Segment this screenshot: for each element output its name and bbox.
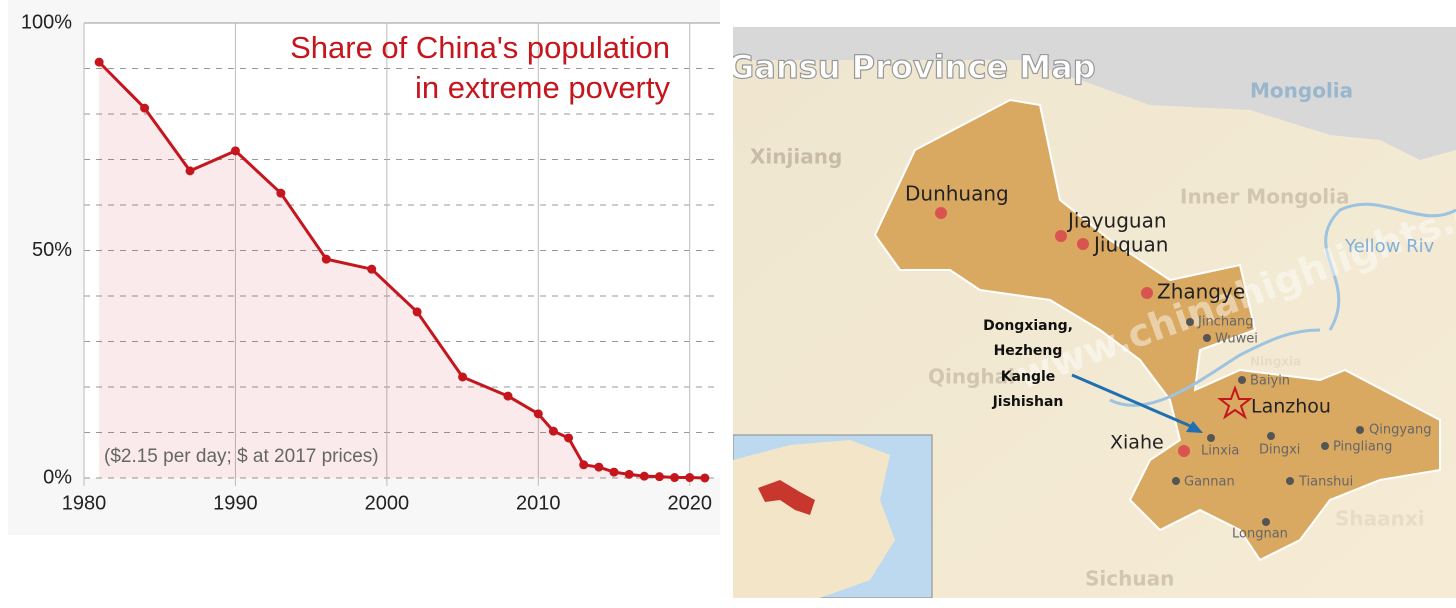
- region-label: Shaanxi: [1335, 507, 1425, 531]
- city-dot: [1262, 518, 1270, 526]
- city-dot: [1077, 238, 1089, 250]
- annotation: Dongxiang, Hezheng Kangle Jishishan: [983, 318, 1073, 410]
- point: [670, 473, 680, 483]
- city-dot: [1178, 445, 1190, 457]
- x-tick-label: 1980: [62, 492, 107, 514]
- chart-note: ($2.15 per day; $ at 2017 prices): [104, 446, 379, 467]
- chart-title: in extreme poverty: [415, 70, 670, 105]
- city-dot: [1286, 477, 1294, 485]
- point: [503, 391, 513, 401]
- point: [685, 473, 695, 483]
- point: [276, 188, 286, 198]
- city-label: Dunhuang: [905, 182, 1009, 206]
- city-label: Wuwei: [1215, 332, 1258, 347]
- x-tick-label: 1990: [213, 492, 258, 514]
- mongolia-area: [733, 27, 1456, 160]
- city-label: Xiahe: [1110, 432, 1164, 454]
- city-label: Zhangye: [1157, 280, 1245, 304]
- capital-star: [1217, 385, 1253, 420]
- city-label: Jinchang: [1197, 315, 1254, 330]
- plot: 0% 50% 100% 1980 1990 2000 2010 2020 Share of Ch…: [21, 11, 720, 514]
- city-dot: [935, 207, 947, 219]
- point: [564, 433, 574, 443]
- city-label: Gannan: [1184, 475, 1235, 490]
- city-dot: [1186, 318, 1194, 326]
- x-tick-label: 2010: [516, 492, 561, 514]
- annotation-line: Kangle: [1001, 369, 1056, 385]
- point: [624, 469, 634, 479]
- city-label: Qingyang: [1369, 423, 1432, 438]
- region-label: Qinghai: [928, 365, 1015, 389]
- map: www.chinahighlights.com Gansu Province M…: [728, 27, 1456, 598]
- y-tick-label: 0%: [43, 466, 72, 488]
- river: [1109, 328, 1321, 407]
- major-city-dots: [935, 207, 1190, 457]
- city-dot: [1238, 376, 1246, 384]
- city-dot: [1207, 434, 1215, 442]
- annotation-arrow: [1071, 373, 1196, 430]
- point: [609, 467, 619, 477]
- region-label: Ningxia: [1250, 355, 1301, 369]
- region-label: Yellow Riv: [1344, 236, 1435, 257]
- minor-city-labels: Jinchang Wuwei Baiyin Lanzhou Xiahe Linx…: [1110, 315, 1432, 542]
- point: [594, 462, 604, 472]
- y-tick-label: 100%: [21, 11, 72, 33]
- city-label: Linxia: [1201, 444, 1239, 459]
- annotation-line: Jishishan: [992, 394, 1064, 410]
- city-dot: [1203, 334, 1211, 342]
- city-label: Jiuquan: [1092, 233, 1168, 257]
- city-label: Longnan: [1232, 527, 1288, 542]
- inset-gansu: [758, 480, 815, 515]
- annotation-line: Hezheng: [994, 343, 1063, 359]
- point: [412, 307, 422, 317]
- minor-city-dots: [1172, 318, 1364, 526]
- city-dot: [1321, 442, 1329, 450]
- annotation-line: Dongxiang,: [983, 318, 1073, 334]
- point: [230, 146, 240, 156]
- region-label: Sichuan: [1085, 567, 1174, 591]
- gansu-area: [873, 98, 1441, 562]
- city-label: Lanzhou: [1251, 396, 1331, 418]
- river: [1324, 202, 1456, 331]
- city-dot: [1141, 287, 1153, 299]
- region-label: Xinjiang: [750, 145, 842, 169]
- city-label: Jiayuguan: [1066, 209, 1167, 233]
- city-label: Pingliang: [1333, 440, 1392, 455]
- city-label: Tianshui: [1298, 475, 1353, 490]
- point: [639, 471, 649, 481]
- arrow-head: [1186, 421, 1203, 433]
- inset-land: [733, 440, 895, 598]
- point: [185, 166, 195, 176]
- city-dot: [1356, 426, 1364, 434]
- point: [654, 472, 664, 482]
- point: [321, 254, 331, 264]
- point: [579, 460, 589, 470]
- point: [367, 264, 377, 274]
- map-title: Gansu Province Map: [728, 48, 1096, 86]
- point: [140, 103, 150, 113]
- city-dot: [1055, 230, 1067, 242]
- point: [533, 409, 543, 419]
- city-label: Dingxi: [1259, 443, 1300, 458]
- major-city-labels: Dunhuang Jiayuguan Jiuquan Zhangye: [905, 182, 1245, 304]
- point: [700, 473, 710, 483]
- x-tick-label: 2020: [667, 492, 712, 514]
- point: [94, 57, 104, 67]
- y-tick-label: 50%: [32, 239, 72, 261]
- line: [98, 61, 705, 480]
- city-dot: [1267, 432, 1275, 440]
- point: [458, 372, 468, 382]
- city-label: Baiyin: [1250, 374, 1290, 389]
- point: [548, 426, 558, 436]
- chart-title: Share of China's population: [290, 30, 670, 65]
- region-label: Mongolia: [1250, 79, 1353, 103]
- city-dot: [1172, 477, 1180, 485]
- region-label: Inner Mongolia: [1180, 185, 1349, 209]
- x-tick-label: 2000: [365, 492, 410, 514]
